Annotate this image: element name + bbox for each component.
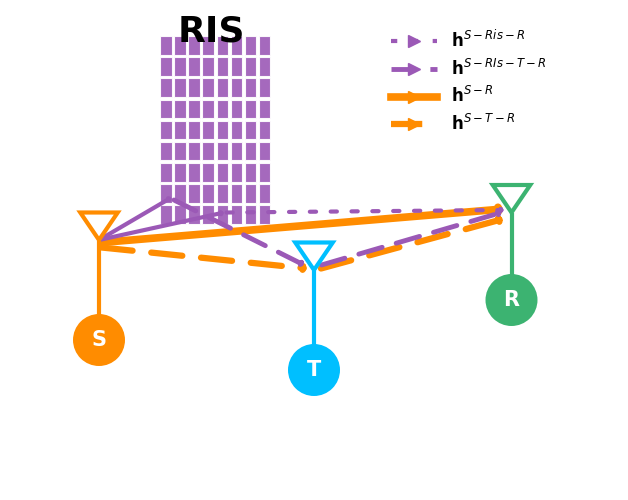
Bar <box>245 205 256 224</box>
Bar <box>230 100 242 118</box>
Bar <box>259 100 270 118</box>
Bar <box>202 78 214 97</box>
Bar <box>230 36 242 55</box>
Circle shape <box>485 274 538 326</box>
Bar <box>175 120 186 140</box>
Bar <box>230 120 242 140</box>
Bar <box>230 163 242 182</box>
Text: R: R <box>504 290 519 310</box>
Legend: $\mathbf{h}^{S-Ris-R}$, $\mathbf{h}^{S-RIs-T-R}$, $\mathbf{h}^{S-R}$, $\mathbf{h: $\mathbf{h}^{S-Ris-R}$, $\mathbf{h}^{S-R… <box>384 24 553 140</box>
Bar <box>217 184 228 203</box>
Bar <box>188 78 200 97</box>
Bar <box>188 142 200 161</box>
Bar <box>230 142 242 161</box>
Bar <box>160 163 172 182</box>
Bar <box>202 58 214 76</box>
Bar <box>188 58 200 76</box>
Bar <box>217 205 228 224</box>
Bar <box>245 78 256 97</box>
Bar <box>245 142 256 161</box>
Bar <box>259 205 270 224</box>
Bar <box>259 36 270 55</box>
Bar <box>160 120 172 140</box>
Bar <box>202 100 214 118</box>
Bar <box>259 142 270 161</box>
Bar <box>202 142 214 161</box>
Bar <box>259 78 270 97</box>
Bar <box>217 120 228 140</box>
Bar <box>230 184 242 203</box>
Bar <box>188 36 200 55</box>
Bar <box>160 142 172 161</box>
Bar <box>202 163 214 182</box>
Bar <box>202 184 214 203</box>
Bar <box>245 163 256 182</box>
Bar <box>188 184 200 203</box>
Bar <box>245 120 256 140</box>
Bar <box>259 163 270 182</box>
Bar <box>245 58 256 76</box>
Bar <box>245 36 256 55</box>
Bar <box>188 163 200 182</box>
Circle shape <box>73 314 125 366</box>
Bar <box>175 78 186 97</box>
Bar <box>202 205 214 224</box>
Bar <box>230 205 242 224</box>
Bar <box>217 36 228 55</box>
Bar <box>160 205 172 224</box>
Text: S: S <box>92 330 107 350</box>
Bar <box>160 78 172 97</box>
Bar <box>217 163 228 182</box>
Text: RIS: RIS <box>178 15 246 49</box>
Bar <box>175 205 186 224</box>
Bar <box>217 142 228 161</box>
Bar <box>245 184 256 203</box>
Bar <box>175 163 186 182</box>
Bar <box>160 36 172 55</box>
Bar <box>160 184 172 203</box>
Bar <box>202 120 214 140</box>
Bar <box>259 120 270 140</box>
Bar <box>188 205 200 224</box>
Bar <box>259 184 270 203</box>
Bar <box>160 58 172 76</box>
Bar <box>175 58 186 76</box>
Circle shape <box>288 344 340 396</box>
Bar <box>175 142 186 161</box>
Bar <box>175 184 186 203</box>
Bar <box>175 100 186 118</box>
Bar <box>188 120 200 140</box>
Bar <box>230 78 242 97</box>
Bar <box>175 36 186 55</box>
Bar <box>160 100 172 118</box>
Bar <box>217 58 228 76</box>
Bar <box>217 78 228 97</box>
Bar <box>245 100 256 118</box>
Bar <box>217 100 228 118</box>
Bar <box>230 58 242 76</box>
Bar <box>202 36 214 55</box>
Bar <box>188 100 200 118</box>
Text: T: T <box>307 360 321 380</box>
Bar <box>259 58 270 76</box>
